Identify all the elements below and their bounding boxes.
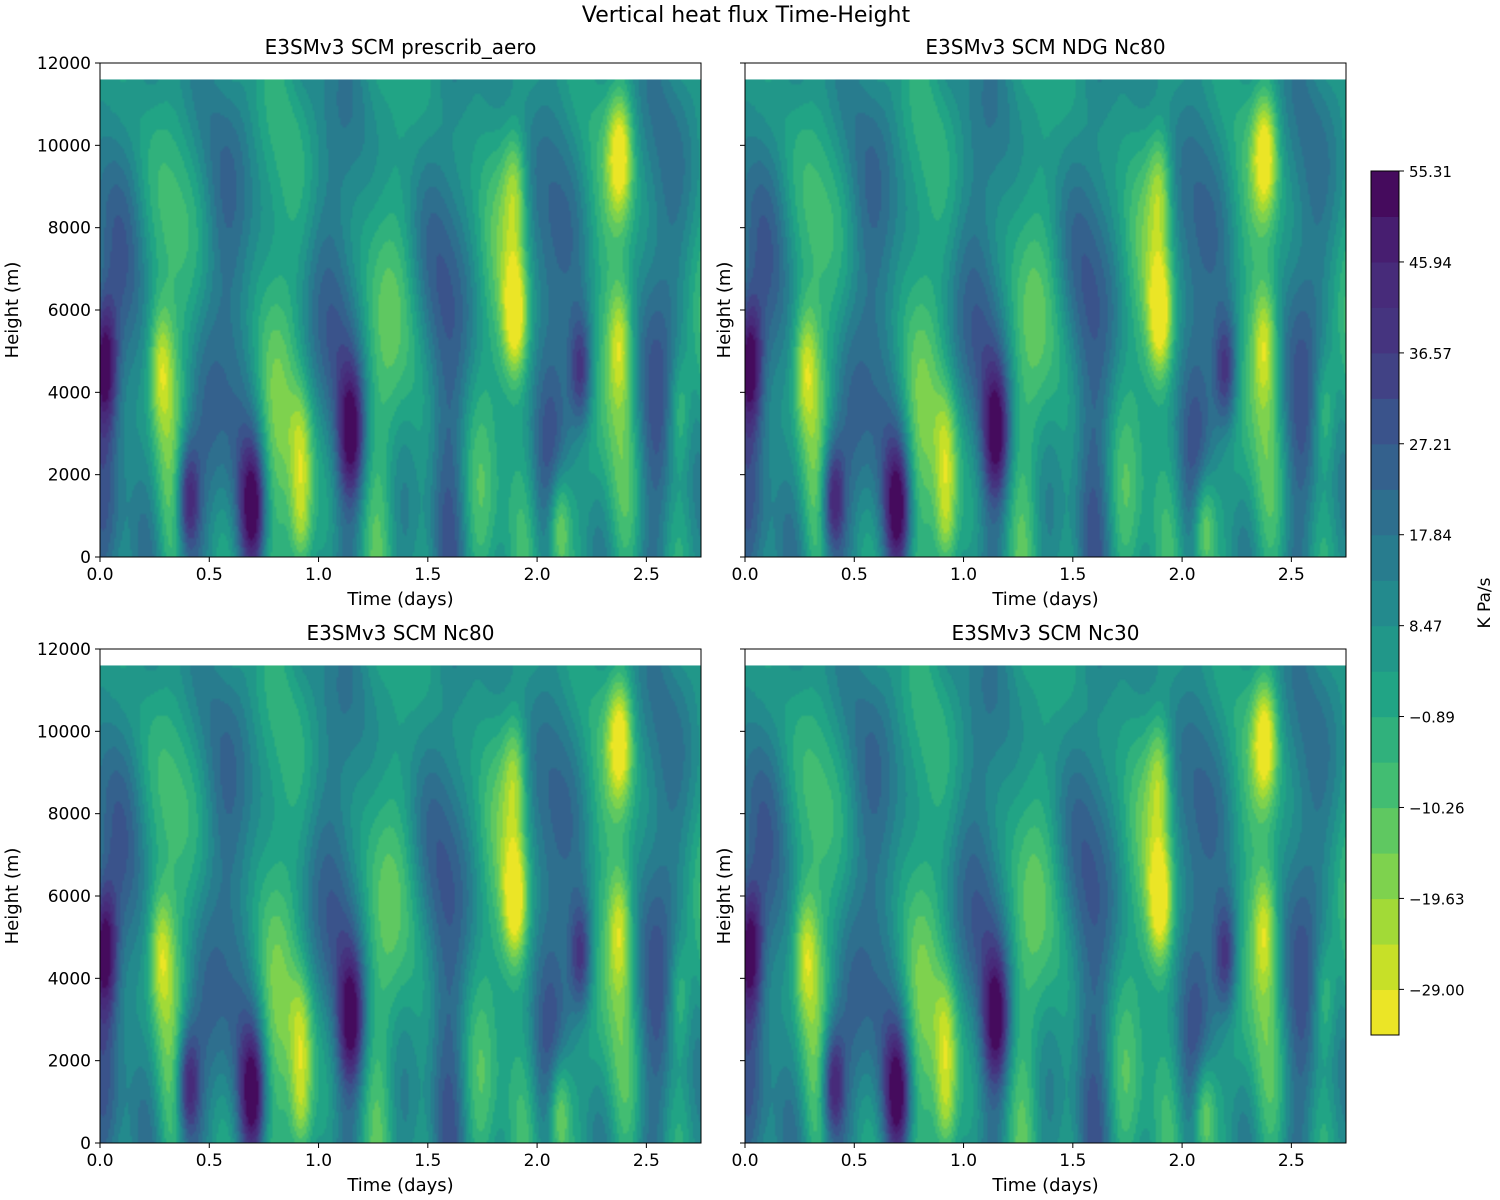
x-axis-label: Time (days) — [346, 589, 453, 610]
colorbar-ticks: 55.31 45.94 36.57 27.21 17.84 8.47 −0.89 −10.26… — [1399, 163, 1465, 999]
colorbar-tick-label: 55.31 — [1409, 163, 1452, 181]
panel-4: E3SMv3 SCM Nc30 0.0 0.5 1.0 1.5 2.0 2.5 Time (d… — [714, 621, 1347, 1196]
figure-title: Vertical heat flux Time-Height — [582, 3, 911, 28]
x-tick-label: 1.0 — [950, 565, 977, 585]
colorbar-band — [1371, 898, 1399, 945]
x-tick-label: 0.0 — [86, 1151, 113, 1171]
x-tick-label: 1.5 — [414, 565, 441, 585]
y-axis-label: Height (m) — [2, 262, 23, 359]
colorbar-band — [1371, 807, 1399, 854]
colorbar: 55.31 45.94 36.57 27.21 17.84 8.47 −0.89 −10.26… — [1370, 163, 1495, 1036]
panel-title: E3SMv3 SCM Nc80 — [307, 621, 495, 645]
x-tick-label: 2.0 — [524, 565, 551, 585]
colorbar-band — [1371, 307, 1399, 354]
panel-1: E3SMv3 SCM prescrib_aero 0.0 0.5 1.0 1.5 2.0 2… — [2, 35, 702, 610]
x-tick-label: 0.0 — [731, 1151, 758, 1171]
colorbar-tick-label: −19.63 — [1409, 890, 1465, 908]
x-tick-label: 2.0 — [1169, 1151, 1196, 1171]
heatmap-field — [100, 665, 701, 1143]
x-tick-label: 1.0 — [950, 1151, 977, 1171]
y-tick-label: 6000 — [48, 887, 91, 907]
colorbar-band — [1371, 352, 1399, 399]
x-tick-label: 0.0 — [731, 565, 758, 585]
panel-title: E3SMv3 SCM prescrib_aero — [265, 35, 537, 59]
colorbar-tick-label: 45.94 — [1409, 254, 1452, 272]
x-tick-label: 2.5 — [633, 1151, 660, 1171]
heatmap-field — [745, 79, 1346, 557]
y-axis-label: Height (m) — [714, 848, 735, 945]
x-tick-label: 1.5 — [414, 1151, 441, 1171]
colorbar-band — [1371, 716, 1399, 763]
colorbar-bands — [1371, 171, 1399, 1036]
y-tick-label: 4000 — [48, 969, 91, 989]
colorbar-tick-label: −0.89 — [1409, 709, 1455, 727]
panel-title: E3SMv3 SCM Nc30 — [952, 621, 1140, 645]
y-tick-label: 12000 — [37, 640, 91, 660]
x-tick-label: 2.5 — [633, 565, 660, 585]
x-tick-label: 2.0 — [524, 1151, 551, 1171]
colorbar-band — [1371, 625, 1399, 672]
colorbar-band — [1371, 489, 1399, 536]
heatmap-field — [745, 665, 1346, 1143]
y-tick-label: 4000 — [48, 383, 91, 403]
x-axis-label: Time (days) — [991, 589, 1098, 610]
x-tick-label: 1.5 — [1059, 1151, 1086, 1171]
y-tick-label: 0 — [80, 548, 91, 568]
colorbar-label: K Pa/s — [1475, 577, 1495, 628]
y-axis-label: Height (m) — [714, 262, 735, 359]
colorbar-band — [1371, 216, 1399, 263]
colorbar-tick-label: −29.00 — [1409, 981, 1465, 999]
x-tick-label: 1.0 — [305, 1151, 332, 1171]
panel-3: E3SMv3 SCM Nc80 0.0 0.5 1.0 1.5 2.0 2.5 0 2000 40… — [2, 621, 702, 1196]
panels: E3SMv3 SCM prescrib_aero 0.0 0.5 1.0 1.5 2.0 2… — [2, 35, 1347, 1196]
colorbar-band — [1371, 944, 1399, 991]
colorbar-band — [1371, 671, 1399, 718]
colorbar-band — [1371, 398, 1399, 445]
colorbar-band — [1371, 534, 1399, 581]
colorbar-tick-label: 27.21 — [1409, 436, 1452, 454]
colorbar-tick-label: 8.47 — [1409, 618, 1442, 636]
y-tick-label: 12000 — [37, 54, 91, 74]
x-tick-label: 1.0 — [305, 565, 332, 585]
x-tick-label: 2.5 — [1278, 1151, 1305, 1171]
colorbar-band — [1371, 171, 1399, 217]
x-tick-label: 0.5 — [841, 565, 868, 585]
y-tick-label: 2000 — [48, 466, 91, 486]
y-tick-label: 6000 — [48, 301, 91, 321]
y-tick-label: 2000 — [48, 1052, 91, 1072]
y-axis-label: Height (m) — [2, 848, 23, 945]
panel-2: E3SMv3 SCM NDG Nc80 0.0 0.5 1.0 1.5 2.0 2.5 Tim… — [714, 35, 1347, 610]
x-axis-label: Time (days) — [346, 1175, 453, 1196]
y-tick-label: 8000 — [48, 219, 91, 239]
x-axis-label: Time (days) — [991, 1175, 1098, 1196]
colorbar-band — [1371, 853, 1399, 900]
x-tick-label: 2.0 — [1169, 565, 1196, 585]
x-tick-label: 0.5 — [196, 1151, 223, 1171]
y-tick-label: 0 — [80, 1134, 91, 1154]
x-tick-label: 2.5 — [1278, 565, 1305, 585]
x-tick-label: 0.0 — [86, 565, 113, 585]
panel-title: E3SMv3 SCM NDG Nc80 — [925, 35, 1165, 59]
colorbar-band — [1371, 580, 1399, 627]
x-tick-label: 0.5 — [196, 565, 223, 585]
colorbar-band — [1371, 443, 1399, 490]
colorbar-tick-label: −10.26 — [1409, 799, 1465, 817]
colorbar-frame — [1370, 170, 1400, 1036]
colorbar-band — [1371, 762, 1399, 809]
y-tick-label: 10000 — [37, 136, 91, 156]
y-tick-label: 10000 — [37, 722, 91, 742]
x-tick-label: 1.5 — [1059, 565, 1086, 585]
colorbar-band — [1371, 261, 1399, 308]
colorbar-tick-label: 17.84 — [1409, 527, 1452, 545]
y-tick-label: 8000 — [48, 805, 91, 825]
colorbar-band — [1371, 989, 1399, 1036]
x-tick-label: 0.5 — [841, 1151, 868, 1171]
heatmap-field — [100, 79, 701, 557]
colorbar-tick-label: 36.57 — [1409, 345, 1452, 363]
